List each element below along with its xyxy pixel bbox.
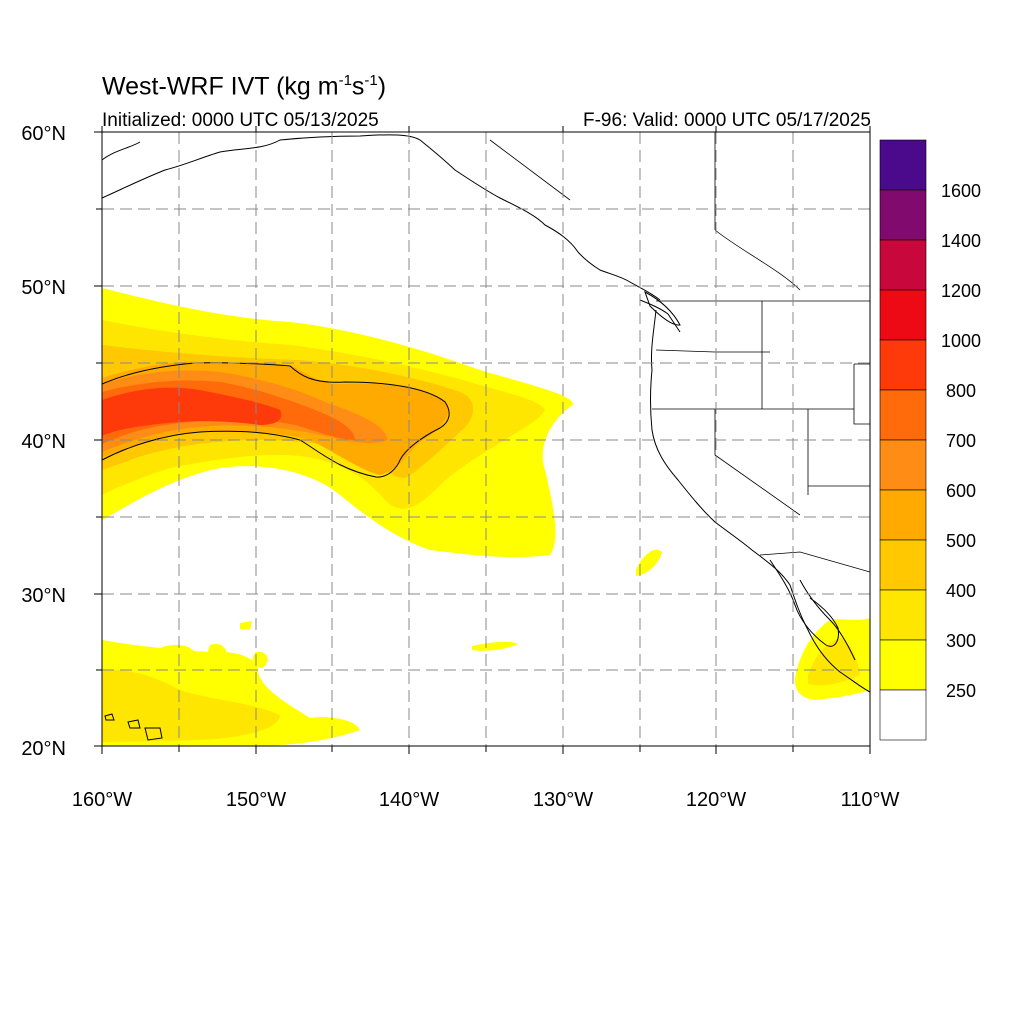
ivt-800-region [102,387,282,436]
map-title: West-WRF IVT (kg m-1s-1) [102,72,387,101]
valid-time: F-96: Valid: 0000 UTC 05/17/2025 [583,110,871,131]
ivt-250-region [225,674,252,697]
lat-labels: 60°N 50°N 40°N 30°N 20°N [21,123,66,760]
hawaii-island-2 [127,719,141,729]
lat-label: 60°N [21,123,66,145]
colorbar-label: 1200 [941,281,981,301]
colorbar-swatch [879,139,927,191]
colorbar-swatch [879,389,927,441]
lat-label: 50°N [21,277,66,299]
colorbar-swatch [879,289,927,341]
aleutian-islands [102,141,141,161]
alaska-coast [102,134,579,253]
lon-label: 150°W [226,789,286,811]
hawaii-island-1 [104,713,115,721]
colorbar-label: 700 [946,431,976,451]
colorbar-label: 250 [946,681,976,701]
colorbar-label: 400 [946,581,976,601]
axis-ticks [94,126,871,754]
lat-label: 20°N [21,738,66,760]
colorbar: 1600 1400 1200 1000 800 700 600 500 400 … [879,139,981,741]
lon-labels: 160°W 150°W 140°W 130°W 120°W 110°W [72,789,900,811]
ivt-shading [102,288,870,746]
coastlines [102,134,870,741]
us-mexico-border [759,551,870,573]
lon-label: 140°W [379,789,439,811]
us-west-coast [650,309,870,693]
vancouver-island [644,290,681,326]
gulf-of-california [799,579,856,661]
gridlines [102,132,870,746]
ivt-500-contour [102,362,450,478]
lon-label: 160°W [72,789,132,811]
ivt-250-region [208,644,227,665]
colorbar-label: 500 [946,531,976,551]
ivt-250-region [240,621,252,630]
alaska-yukon-border [489,139,571,201]
colorbar-swatch [879,589,927,641]
ca-nv-border [714,409,801,516]
lon-label: 130°W [533,789,593,811]
colorbar-swatch [879,639,927,691]
wa-or-border [655,349,770,353]
colorbar-label: 300 [946,631,976,651]
hawaii-island-3 [144,727,163,741]
colorbar-swatch [879,489,927,541]
colorbar-label: 800 [946,381,976,401]
colorbar-swatch [879,239,927,291]
colorbar-label: 1400 [941,231,981,251]
initialized-time: Initialized: 0000 UTC 05/13/2025 [102,110,379,131]
lon-label: 120°W [686,789,746,811]
mt-wy-border [853,363,870,425]
lon-label: 110°W [841,789,900,811]
lat-label: 30°N [21,585,66,607]
colorbar-swatch [879,539,927,591]
ivt-250-region [636,549,662,576]
alaska-panhandle [577,251,661,301]
colorbar-swatch [879,689,927,741]
colorbar-label: 600 [946,481,976,501]
baja-peninsula [769,559,839,647]
colorbar-label: 1600 [941,181,981,201]
colorbar-swatch [879,189,927,241]
ivt-300-region [102,669,280,742]
ivt-300-region [808,638,860,686]
ivt-250-region [472,641,518,651]
colorbar-label: 1000 [941,331,981,351]
lat-label: 40°N [21,431,66,453]
colorbar-swatch [879,339,927,391]
colorbar-swatch [879,439,927,491]
canada-interior [714,229,801,291]
